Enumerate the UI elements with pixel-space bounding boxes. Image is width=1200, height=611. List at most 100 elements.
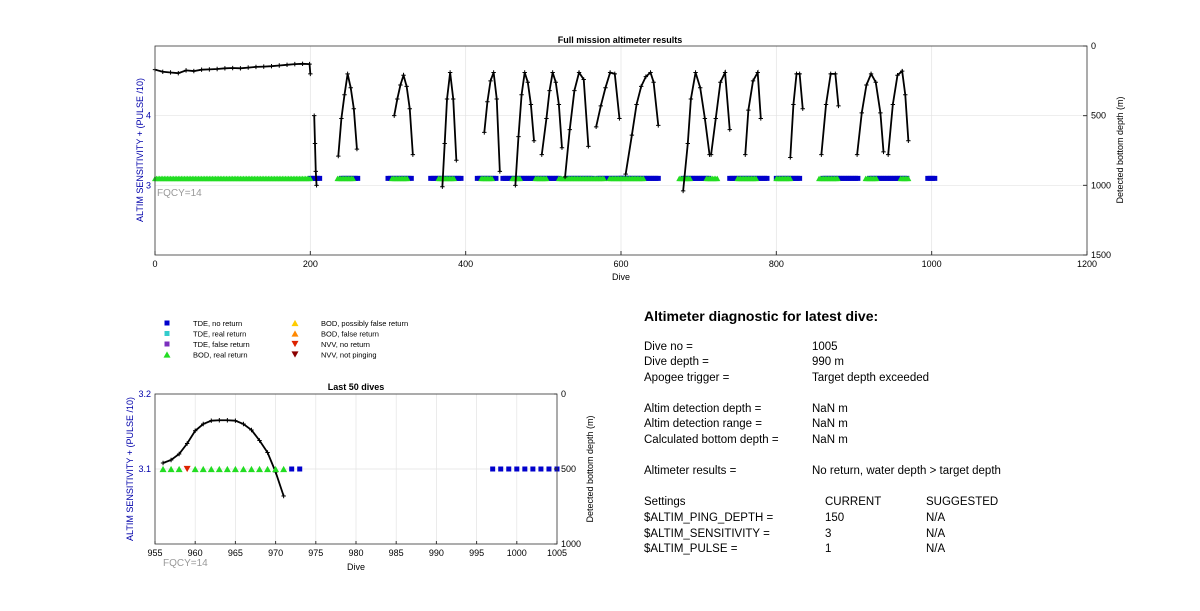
legend-label: BOD, false return <box>321 330 379 339</box>
top-y-axis-label: ALTIM SENSITIVITY + (PULSE /10) <box>135 78 145 222</box>
bot-y2-tick-label: 1000 <box>561 539 581 549</box>
top-x-tick-label: 0 <box>152 259 157 269</box>
diag-value: NaN m <box>812 418 848 430</box>
bottom-depth-line <box>595 71 621 128</box>
bottom-depth-point <box>881 149 886 155</box>
bod-real-return-marker <box>191 465 199 473</box>
tde-no-return-marker <box>655 175 661 181</box>
bottom-depth-point <box>651 80 656 85</box>
bod-real-return-marker <box>159 465 167 473</box>
bottom-depth-point <box>345 71 350 77</box>
bot-x-tick-label: 1000 <box>507 548 527 558</box>
bottom-depth-point <box>241 421 246 427</box>
bottom-depth-line <box>887 69 910 155</box>
top-y2-tick-label: 1000 <box>1091 180 1111 190</box>
bottom-depth-point <box>562 174 568 180</box>
bottom-depth-line <box>154 62 312 75</box>
top-y-tick-label: 4 <box>146 111 151 121</box>
top-x-tick-label: 600 <box>613 259 628 269</box>
tde-no-return-marker <box>317 175 323 181</box>
bottom-depth-point <box>442 141 447 146</box>
bottom-depth-point <box>214 66 220 72</box>
tde-no-return-marker <box>506 466 512 472</box>
tde-no-return-marker <box>297 466 303 472</box>
bod-real-return-marker <box>489 175 496 182</box>
diagnostic-title: Altimeter diagnostic for latest dive: <box>644 308 879 324</box>
bottom-depth-point <box>576 70 582 75</box>
bot-y2-tick-label: 500 <box>561 464 576 474</box>
bottom-depth-point <box>859 110 864 116</box>
bottom-depth-point <box>656 123 661 128</box>
tde-no-return-marker <box>498 466 504 472</box>
bod-real-return-marker <box>404 175 411 182</box>
bod-real-return-marker <box>787 175 794 182</box>
bottom-depth-point <box>444 96 450 102</box>
bod-real-return-marker <box>687 175 694 182</box>
bottom-depth-point <box>791 102 796 107</box>
bottom-depth-point <box>531 138 537 143</box>
bot-x-tick-label: 985 <box>389 548 404 558</box>
bottom-depth-point <box>246 65 251 70</box>
bot-y2-tick-label: 0 <box>561 389 566 399</box>
bod-real-return-marker <box>247 465 255 473</box>
bottom-depth-point <box>572 88 577 93</box>
bottom-depth-point <box>225 418 230 423</box>
setting-label: $ALTIM_SENSITIVITY = <box>644 528 770 540</box>
bottom-depth-point <box>395 96 400 102</box>
bod-real-return-marker <box>753 175 760 182</box>
bottom-depth-point <box>191 68 197 74</box>
legend-label: BOD, real return <box>193 351 248 360</box>
bottom-depth-point <box>864 82 869 88</box>
bottom-depth-point <box>612 71 617 77</box>
bod-real-return-marker <box>215 465 223 473</box>
bottom-depth-point <box>261 64 266 69</box>
setting-current: 150 <box>825 512 845 524</box>
tde-no-return-marker <box>797 175 803 181</box>
bottom-depth-line <box>483 72 501 172</box>
bottom-depth-point <box>207 67 212 72</box>
bottom-depth-point <box>559 145 565 150</box>
tde-no-return-marker <box>538 466 544 472</box>
top-x-tick-label: 800 <box>769 259 784 269</box>
bottom-depth-point <box>193 428 198 433</box>
bottom-depth-line <box>682 72 711 191</box>
bottom-depth-point <box>623 171 628 177</box>
bottom-depth-line <box>564 70 590 178</box>
bod-real-return-marker <box>231 465 239 473</box>
setting-suggested: N/A <box>926 543 946 555</box>
bod-real-return-marker <box>175 465 183 473</box>
bottom-depth-point <box>168 457 174 463</box>
tde-no-return-marker <box>490 466 496 472</box>
bottom-depth-point <box>685 141 690 146</box>
bottom-depth-point <box>823 102 829 107</box>
bot-x-tick-label: 1005 <box>547 548 567 558</box>
bod-real-return-marker <box>163 351 171 358</box>
top-x-tick-label: 200 <box>303 259 318 269</box>
tde-no-return-marker <box>355 175 361 181</box>
bottom-depth-point <box>407 106 412 111</box>
top-y2-tick-label: 0 <box>1091 41 1096 51</box>
bod-real-return-marker <box>167 465 175 473</box>
bottom-depth-point <box>160 69 165 74</box>
bottom-depth-point <box>199 67 204 72</box>
bod-real-return-marker <box>905 175 912 182</box>
nvv-no-return-marker <box>291 340 299 348</box>
diag-value: NaN m <box>812 434 848 446</box>
diag-value: No return, water depth > target depth <box>812 465 1001 477</box>
top-y2-tick-label: 500 <box>1091 111 1106 121</box>
bot-x-axis-label: Dive <box>347 562 365 572</box>
legend-label: BOD, possibly false return <box>321 319 408 328</box>
legend-label: TDE, real return <box>193 330 246 339</box>
bottom-depth-point <box>833 71 838 77</box>
bottom-depth-point <box>528 102 534 107</box>
top-x-tick-label: 400 <box>458 259 473 269</box>
bottom-depth-point <box>336 153 341 159</box>
bottom-depth-point <box>451 96 456 102</box>
bottom-depth-line <box>710 69 731 155</box>
bottom-depth-point <box>868 71 874 77</box>
tde-no-return-marker <box>408 175 414 181</box>
top-x-tick-label: 1000 <box>922 259 942 269</box>
bottom-depth-point <box>485 99 490 104</box>
diag-label: Apogee trigger = <box>644 372 730 384</box>
